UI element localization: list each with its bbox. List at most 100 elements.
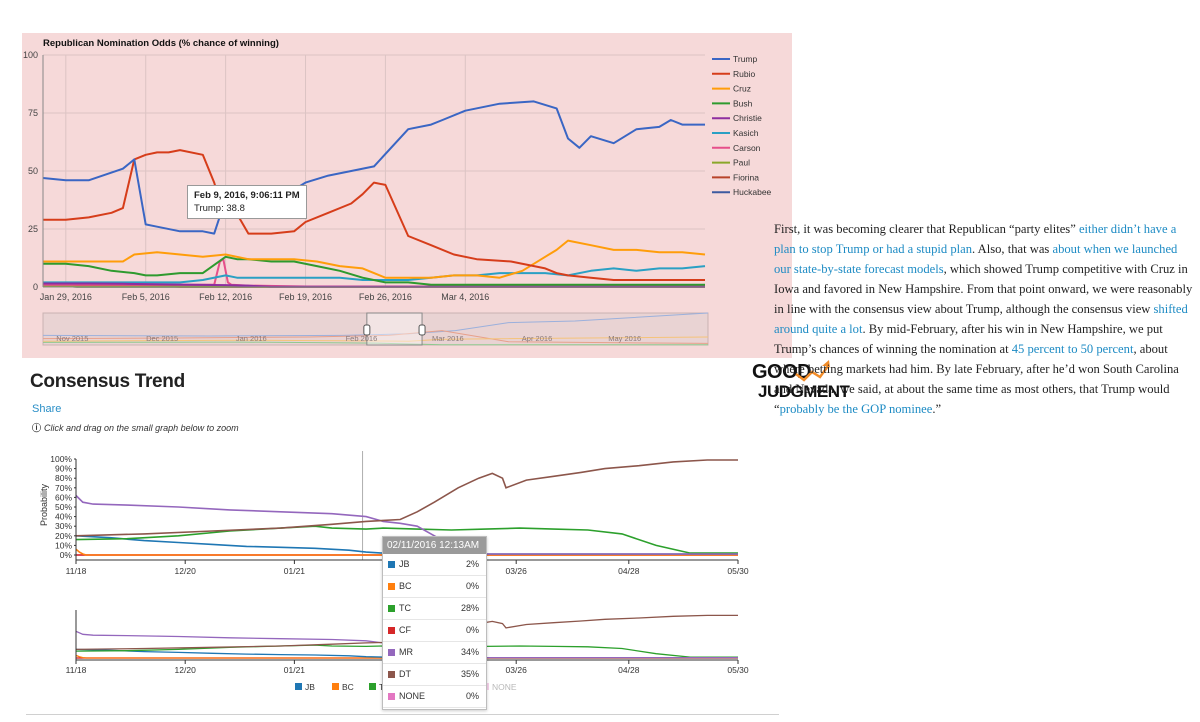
series-line-cruz — [43, 239, 706, 279]
article-text: . By mid-February, after his win in New … — [774, 322, 1163, 356]
y-tick-label: 30% — [55, 521, 72, 531]
navigator-tick-label: 12/20 — [175, 665, 197, 675]
tooltip-series-value: 34% — [460, 647, 479, 657]
tooltip-date: 02/11/2016 12:13AM — [383, 537, 486, 554]
x-tick-label: Feb 26, 2016 — [359, 292, 412, 302]
consensus-trend-title: Consensus Trend — [30, 371, 185, 392]
x-tick-label: 04/28 — [618, 566, 640, 576]
tooltip-swatch — [388, 693, 395, 700]
divider — [26, 714, 779, 715]
y-tick-label: 10% — [55, 540, 72, 550]
navigator-tick-label: 04/28 — [618, 665, 640, 675]
legend-label: NONE — [492, 682, 517, 692]
x-tick-label: Jan 29, 2016 — [40, 292, 92, 302]
chart-title: Republican Nomination Odds (% chance of … — [43, 38, 279, 49]
tooltip-series-value: 0% — [465, 625, 479, 635]
article-text: , about where betting markets had him. B… — [774, 342, 1179, 416]
series-line-trump — [42, 100, 705, 235]
tooltip-row: DT 35% — [383, 664, 486, 686]
y-tick-label: 40% — [55, 512, 72, 522]
y-axis-label: Probability — [39, 483, 49, 526]
x-tick-label: 03/26 — [506, 566, 528, 576]
share-link[interactable]: Share — [32, 403, 62, 415]
tooltip-series-value: 0% — [465, 691, 479, 701]
article-link-45-50-percent[interactable]: 45 percent to 50 percent — [1011, 342, 1134, 356]
article-text: . Also, that was — [972, 242, 1053, 256]
y-tick-label: 75 — [28, 108, 38, 118]
navigator-date-label: Mar 2016 — [432, 334, 464, 343]
navigator-series-line — [42, 336, 709, 342]
tooltip-swatch — [388, 671, 395, 678]
y-tick-label: 90% — [55, 464, 72, 474]
logo-arrowhead-icon — [822, 360, 830, 368]
series-line-bush — [43, 255, 705, 286]
article-paragraph: First, it was becoming clearer that Repu… — [774, 219, 1197, 419]
navigator-series-line — [42, 341, 708, 346]
tooltip-row: CF 0% — [383, 620, 486, 642]
tooltip-row: JB 2% — [383, 554, 486, 576]
article-link-forecast-models[interactable]: about when we launched our state-by-stat… — [774, 242, 1178, 276]
article-text: First, it was becoming clearer that Repu… — [774, 222, 1079, 236]
navigator-tick-label: 01/21 — [284, 665, 306, 675]
tooltip-series-name: BC — [399, 581, 412, 591]
tooltip-value-row: Trump: 38.8 — [194, 203, 245, 214]
legend-label: Cruz — [733, 84, 751, 94]
article-link-party-elites[interactable]: either didn’t have a plan to stop Trump … — [774, 222, 1177, 256]
logo-line-judgment: JUDGMENT — [758, 382, 851, 401]
tooltip-series-value: 28% — [460, 603, 479, 613]
series-line-rubio — [43, 149, 705, 281]
article-text: .” — [932, 402, 942, 416]
navigator-handle — [363, 324, 371, 336]
range-navigator[interactable]: Nov 2015 Dec 2015 Jan 2016 Feb 2016 Mar 2016… — [42, 312, 709, 346]
legend-swatch — [369, 683, 376, 690]
navigator-date-label: Feb 2016 — [346, 334, 378, 343]
legend-label: Trump — [733, 54, 758, 64]
consensus-tooltip: 02/11/2016 12:13AM JB 2% BC 0% TC 28% CF 0% MR 34… — [382, 536, 487, 710]
x-tick-label: 01/21 — [284, 566, 306, 576]
article-link-gop-nominee[interactable]: probably be the GOP nominee — [779, 402, 933, 416]
y-tick-label: 60% — [55, 492, 72, 502]
navigator-date-label: Jan 2016 — [236, 334, 267, 343]
navigator-series-line — [42, 312, 709, 337]
tooltip-swatch — [388, 605, 395, 612]
x-tick-label: 05/30 — [727, 566, 749, 576]
legend-label: Rubio — [733, 69, 755, 79]
tooltip-swatch — [388, 561, 395, 568]
legend-label: JB — [305, 682, 315, 692]
info-icon: ⓘ — [32, 423, 42, 433]
good-judgment-logo: GOOD JUDGMENT — [752, 360, 851, 401]
nomination-odds-panel: Republican Nomination Odds (% chance of … — [22, 33, 792, 358]
y-tick-label: 25 — [28, 224, 38, 234]
y-tick-label: 0 — [33, 282, 38, 292]
series-line-kasich — [43, 265, 706, 284]
navigator-date-label: May 2016 — [608, 334, 641, 343]
navigator-handle — [418, 324, 426, 336]
tooltip-row: NONE 0% — [383, 686, 486, 708]
y-tick-label: 100% — [50, 454, 72, 464]
tooltip-row: BC 0% — [383, 576, 486, 598]
article-text: , which showed Trump competitive with Cr… — [774, 262, 1193, 316]
navigator-tick-label: 05/30 — [727, 665, 749, 675]
x-tick-label: Feb 19, 2016 — [279, 292, 332, 302]
y-tick-label: 100 — [23, 50, 38, 60]
navigator-tick-label: 11/18 — [66, 665, 87, 675]
consensus-trend-chart: 0%10%20%30%40%50%60%70%80%90%100%11/18 12… — [39, 451, 749, 692]
tooltip-swatch — [388, 649, 395, 656]
navigator-background — [42, 312, 709, 346]
tooltip-swatch — [388, 627, 395, 634]
tooltip-series-name: TC — [399, 603, 411, 613]
tooltip-series-name: CF — [399, 625, 411, 635]
legend-label: Fiorina — [733, 172, 759, 182]
tooltip-series-value: 2% — [465, 559, 479, 569]
article-link-shifted[interactable]: shifted around quite a lot — [774, 302, 1188, 336]
logo-trend-arrow-icon — [795, 365, 830, 382]
zoom-hint-text: Click and drag on the small graph below … — [44, 423, 239, 433]
tooltip-date: Feb 9, 2016, 9:06:11 PM — [194, 190, 300, 201]
consensus-series-dt — [75, 459, 738, 537]
y-tick-label: 80% — [55, 473, 72, 483]
x-tick-label: Feb 12, 2016 — [199, 292, 252, 302]
chart-tooltip: Feb 9, 2016, 9:06:11 PM Trump: 38.8 — [187, 185, 307, 219]
x-tick-label: 12/20 — [175, 566, 197, 576]
tooltip-series-name: NONE — [399, 691, 426, 701]
tooltip-series-name: JB — [399, 559, 410, 569]
